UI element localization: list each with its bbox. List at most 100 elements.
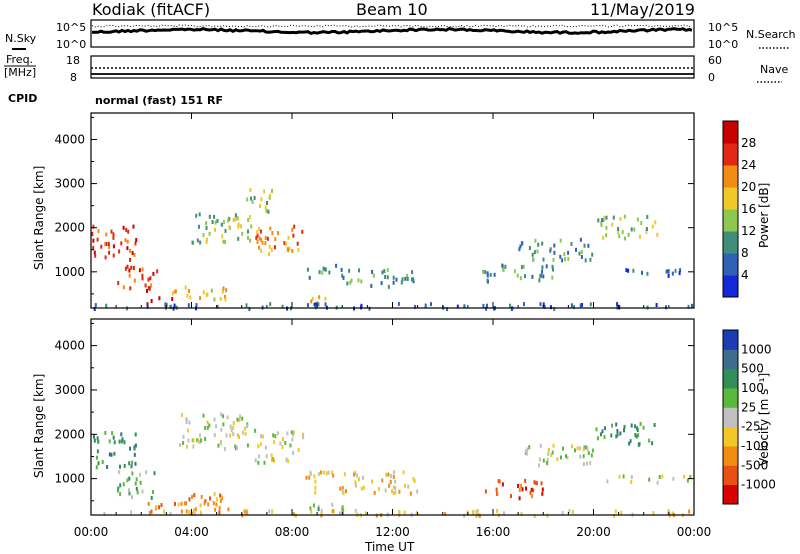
- echo-cell: [283, 241, 286, 246]
- echo-cell: [346, 281, 349, 286]
- echo-cell: [616, 432, 619, 437]
- echo-cell: [617, 227, 620, 231]
- echo-cell: [195, 213, 198, 218]
- echo-cell: [397, 301, 400, 306]
- echo-cell: [502, 267, 505, 272]
- echo-cell: [199, 296, 202, 301]
- echo-cell: [179, 442, 182, 447]
- echo-cell: [105, 232, 108, 237]
- echo-cell: [603, 435, 606, 440]
- echo-cell: [221, 289, 224, 294]
- colorbar-swatch: [723, 330, 738, 350]
- echo-cell: [446, 307, 449, 312]
- echo-cell: [232, 432, 235, 437]
- echo-cell: [184, 285, 187, 290]
- echo-cell: [198, 440, 201, 445]
- echo-cell: [132, 224, 135, 229]
- echo-cell: [211, 220, 214, 224]
- echo-cell: [197, 438, 200, 443]
- echo-cell: [122, 482, 125, 487]
- echo-cell: [144, 283, 147, 288]
- echo-cell: [335, 263, 338, 268]
- echo-cell: [489, 272, 492, 277]
- echo-cell: [530, 487, 533, 492]
- echo-cell: [148, 511, 151, 516]
- echo-cell: [254, 458, 257, 463]
- echo-cell: [204, 499, 207, 504]
- echo-cell: [616, 429, 619, 433]
- velocity-colorbar: 1000 500 100 25 -25 -100 -500 -1000: [722, 329, 776, 505]
- echo-cell: [292, 430, 295, 435]
- echo-cell: [372, 273, 375, 278]
- velocity-echo-layer: [93, 412, 692, 519]
- echo-cell: [230, 428, 233, 433]
- echo-cell: [169, 511, 172, 516]
- echo-cell: [296, 241, 299, 246]
- echo-cell: [292, 233, 295, 238]
- echo-cell: [571, 509, 574, 514]
- echo-cell: [371, 269, 374, 274]
- echo-cell: [147, 286, 150, 290]
- echo-cell: [360, 279, 363, 284]
- echo-cell: [232, 421, 235, 425]
- echo-cell: [266, 236, 269, 241]
- echo-cell: [528, 445, 531, 450]
- echo-cell: [202, 413, 205, 418]
- echo-cell: [349, 280, 352, 285]
- echo-cell: [624, 236, 626, 241]
- echo-cell: [219, 499, 222, 503]
- echo-cell: [206, 420, 209, 425]
- echo-cell: [163, 509, 166, 514]
- echo-cell: [160, 503, 163, 507]
- echo-cell: [318, 295, 321, 300]
- echo-cell: [265, 208, 268, 213]
- echo-cell: [424, 303, 427, 308]
- echo-cell: [132, 265, 135, 270]
- echo-cell: [188, 497, 191, 502]
- echo-cell: [674, 268, 677, 273]
- echo-cell: [413, 478, 416, 483]
- echo-cell: [688, 509, 691, 514]
- echo-cell: [131, 251, 134, 255]
- echo-cell: [640, 221, 643, 226]
- nave-tick-top: 60: [708, 54, 722, 67]
- echo-cell: [519, 276, 522, 281]
- echo-cell: [129, 446, 131, 451]
- echo-cell: [199, 503, 202, 508]
- echo-cell: [394, 490, 397, 495]
- echo-cell: [265, 454, 268, 459]
- echo-cell: [493, 306, 496, 311]
- echo-cell: [199, 510, 202, 515]
- echo-cell: [180, 413, 183, 417]
- echo-cell: [547, 447, 550, 452]
- echo-cell: [331, 502, 334, 507]
- echo-cell: [208, 231, 211, 236]
- echo-cell: [463, 513, 466, 518]
- echo-cell: [579, 303, 582, 308]
- echo-cell: [103, 511, 106, 516]
- echo-cell: [219, 493, 222, 498]
- echo-cell: [648, 477, 651, 482]
- echo-cell: [552, 267, 554, 272]
- echo-cell: [198, 433, 201, 438]
- echo-cell: [95, 465, 98, 470]
- echo-cell: [332, 473, 335, 478]
- echo-cell: [383, 269, 386, 274]
- echo-cell: [526, 447, 529, 452]
- echo-cell: [288, 246, 291, 251]
- echo-cell: [136, 490, 139, 495]
- echo-cell: [228, 225, 231, 230]
- colorbar-swatch: [723, 484, 738, 505]
- echo-cell: [327, 470, 330, 475]
- echo-cell: [562, 446, 564, 451]
- echo-cell: [234, 213, 237, 218]
- echo-cell: [392, 275, 395, 280]
- echo-cell: [551, 275, 554, 280]
- echo-cell: [164, 302, 167, 307]
- echo-cell: [392, 280, 395, 285]
- echo-cell: [308, 475, 311, 480]
- echo-cell: [518, 247, 521, 252]
- echo-cell: [146, 302, 149, 307]
- echo-cell: [315, 302, 318, 307]
- echo-cell: [541, 241, 544, 246]
